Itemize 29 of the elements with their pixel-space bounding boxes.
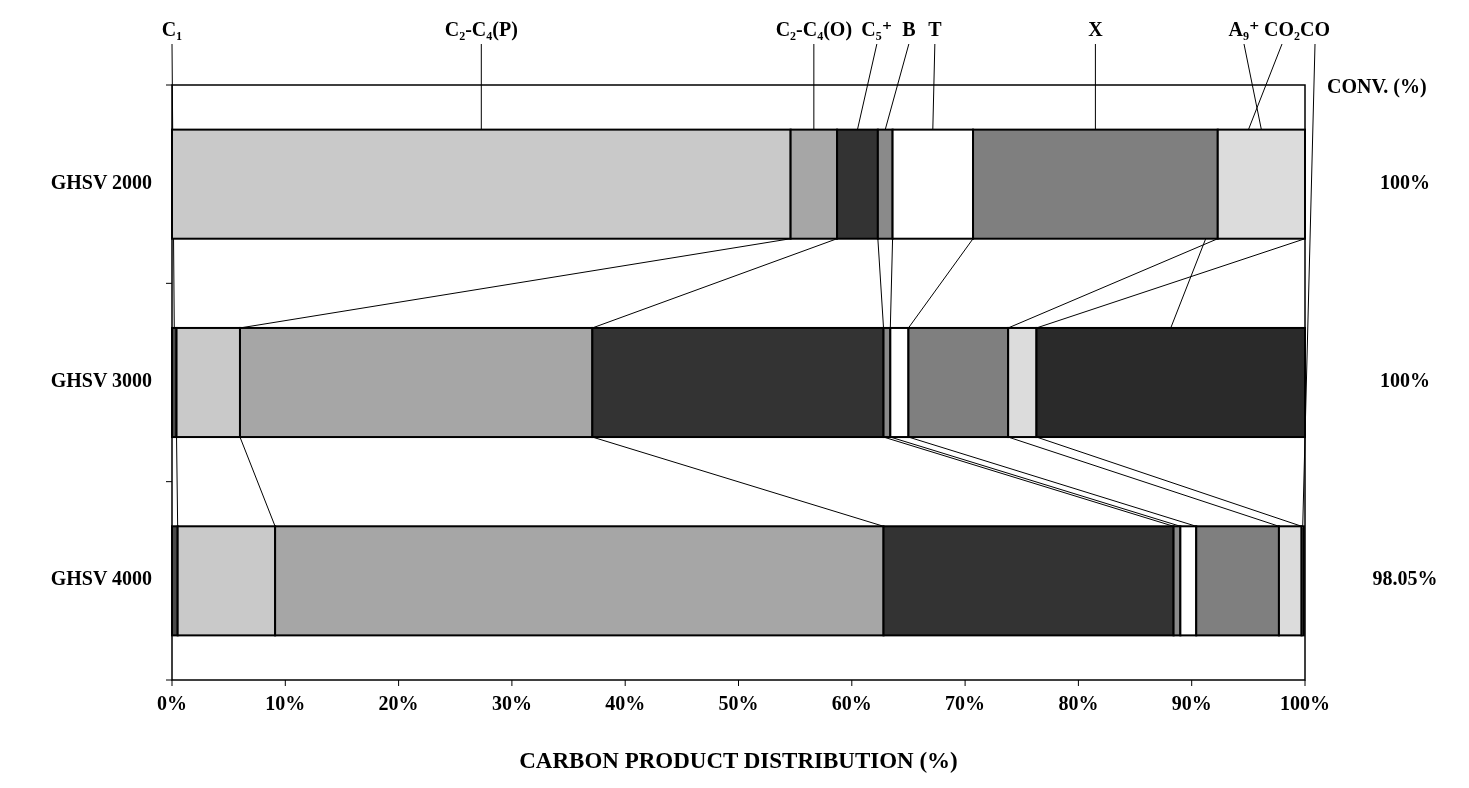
y-tick-label: GHSV 3000 bbox=[50, 369, 152, 392]
text: 98.05% bbox=[1372, 567, 1438, 590]
text: A₉⁺ bbox=[1228, 18, 1260, 40]
text: C₂-C₄(P) bbox=[444, 18, 518, 41]
x-tick-label: 100% bbox=[1280, 692, 1330, 714]
x-tick-label: 90% bbox=[1171, 692, 1212, 714]
x-tick-label: 70% bbox=[945, 692, 986, 714]
x-tick-label: 10% bbox=[265, 692, 306, 714]
x-tick-label: 30% bbox=[491, 692, 532, 714]
x-tick-label: 0% bbox=[157, 692, 187, 714]
text: C₁ bbox=[161, 18, 183, 40]
text: CONV. (%) bbox=[1327, 75, 1427, 98]
text: T bbox=[928, 18, 943, 40]
x-tick-label: 80% bbox=[1058, 692, 1099, 714]
x-tick-label: 50% bbox=[718, 692, 759, 714]
text: 100% bbox=[1380, 369, 1430, 392]
text: C₂-C₄(O) bbox=[775, 18, 853, 41]
text: C₅⁺ bbox=[861, 18, 893, 40]
text: X bbox=[1088, 18, 1104, 40]
y-tick-label: GHSV 4000 bbox=[50, 567, 152, 590]
x-tick-label: 20% bbox=[378, 692, 419, 714]
y-tick-label: GHSV 2000 bbox=[50, 170, 152, 193]
x-axis-title: CARBON PRODUCT DISTRIBUTION (%) bbox=[519, 748, 958, 773]
text: B bbox=[902, 18, 916, 40]
x-tick-label: 40% bbox=[605, 692, 646, 714]
text: CO bbox=[1300, 18, 1330, 40]
text: CO₂ bbox=[1264, 18, 1300, 40]
text: 100% bbox=[1380, 170, 1430, 193]
x-tick-label: 60% bbox=[831, 692, 872, 714]
